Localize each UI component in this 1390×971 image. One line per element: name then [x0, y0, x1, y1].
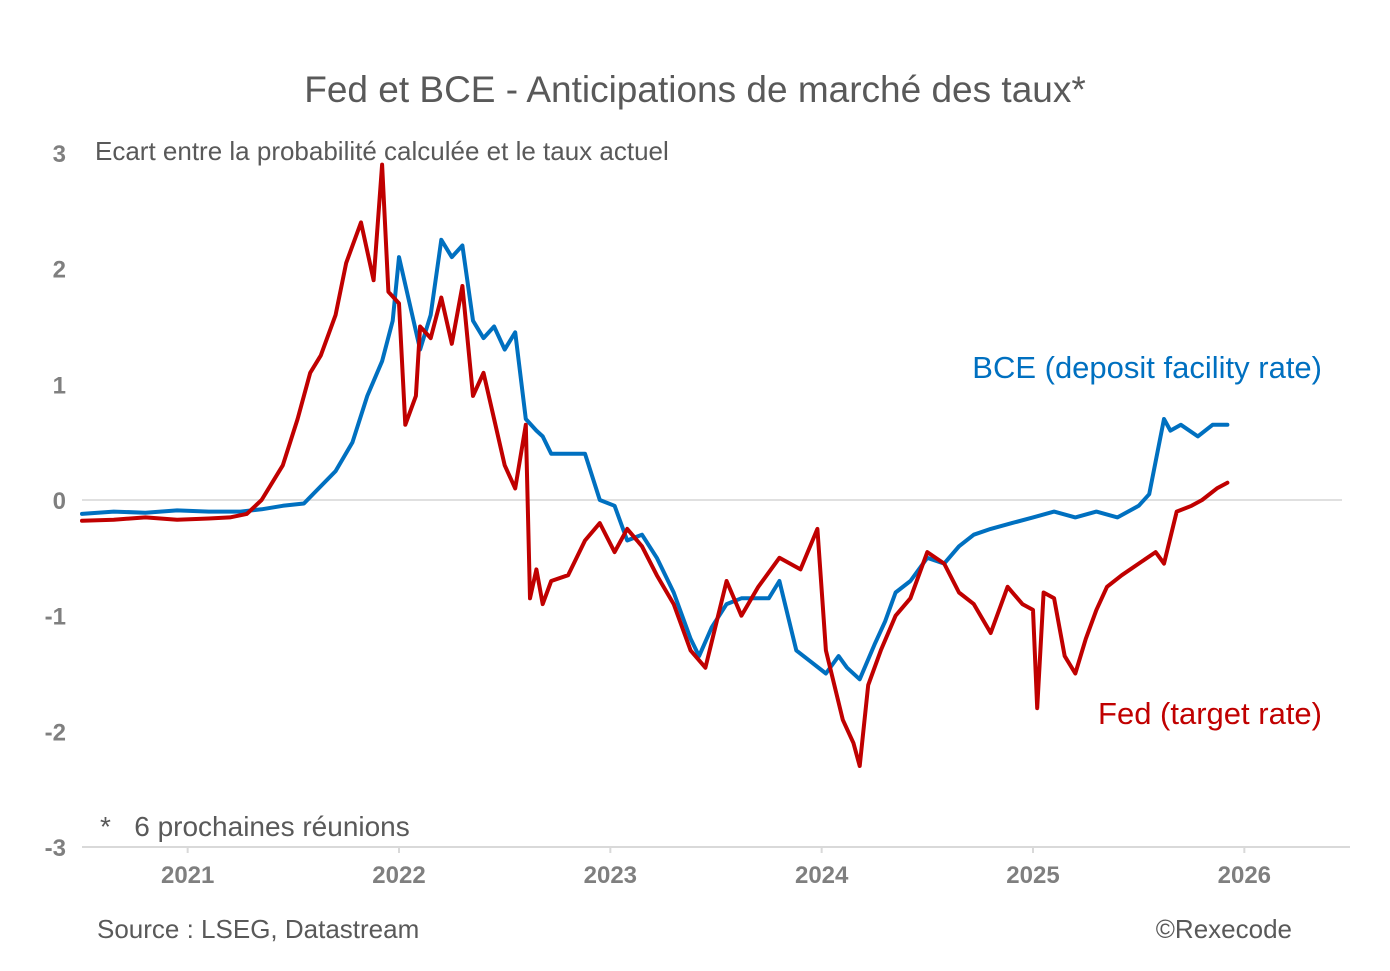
- y-tick-label: 3: [53, 141, 66, 168]
- copyright-text: ©Rexecode: [1156, 914, 1292, 944]
- y-tick-label: -2: [45, 719, 66, 746]
- y-tick-label: 2: [53, 257, 66, 284]
- series-label-fed: Fed (target rate): [1098, 696, 1322, 731]
- series-line-fed: [80, 162, 1230, 768]
- y-tick-label: -3: [45, 835, 66, 862]
- x-tick-label: 2026: [1218, 862, 1271, 889]
- y-tick-label: 1: [53, 372, 66, 399]
- footnote: * 6 prochaines réunions: [100, 811, 410, 842]
- x-tick-label: 2021: [161, 862, 214, 889]
- x-axis: 2021 2022 2023 2024 2025 2026: [161, 847, 1271, 889]
- y-tick-label: 0: [53, 488, 66, 515]
- series-label-bce: BCE (deposit facility rate): [972, 350, 1322, 385]
- x-tick-label: 2024: [795, 862, 849, 889]
- source-text: Source : LSEG, Datastream: [97, 914, 419, 944]
- x-tick-label: 2023: [584, 862, 637, 889]
- series-line-bce: [80, 237, 1230, 682]
- y-axis: 3 2 1 0 -1 -2 -3: [45, 141, 66, 862]
- x-tick-label: 2022: [372, 862, 425, 889]
- chart-subtitle: Ecart entre la probabilité calculée et l…: [95, 136, 669, 166]
- y-tick-label: -1: [45, 604, 66, 631]
- chart-title: Fed et BCE - Anticipations de marché des…: [304, 69, 1086, 110]
- x-tick-label: 2025: [1006, 862, 1059, 889]
- series-group: [80, 162, 1230, 768]
